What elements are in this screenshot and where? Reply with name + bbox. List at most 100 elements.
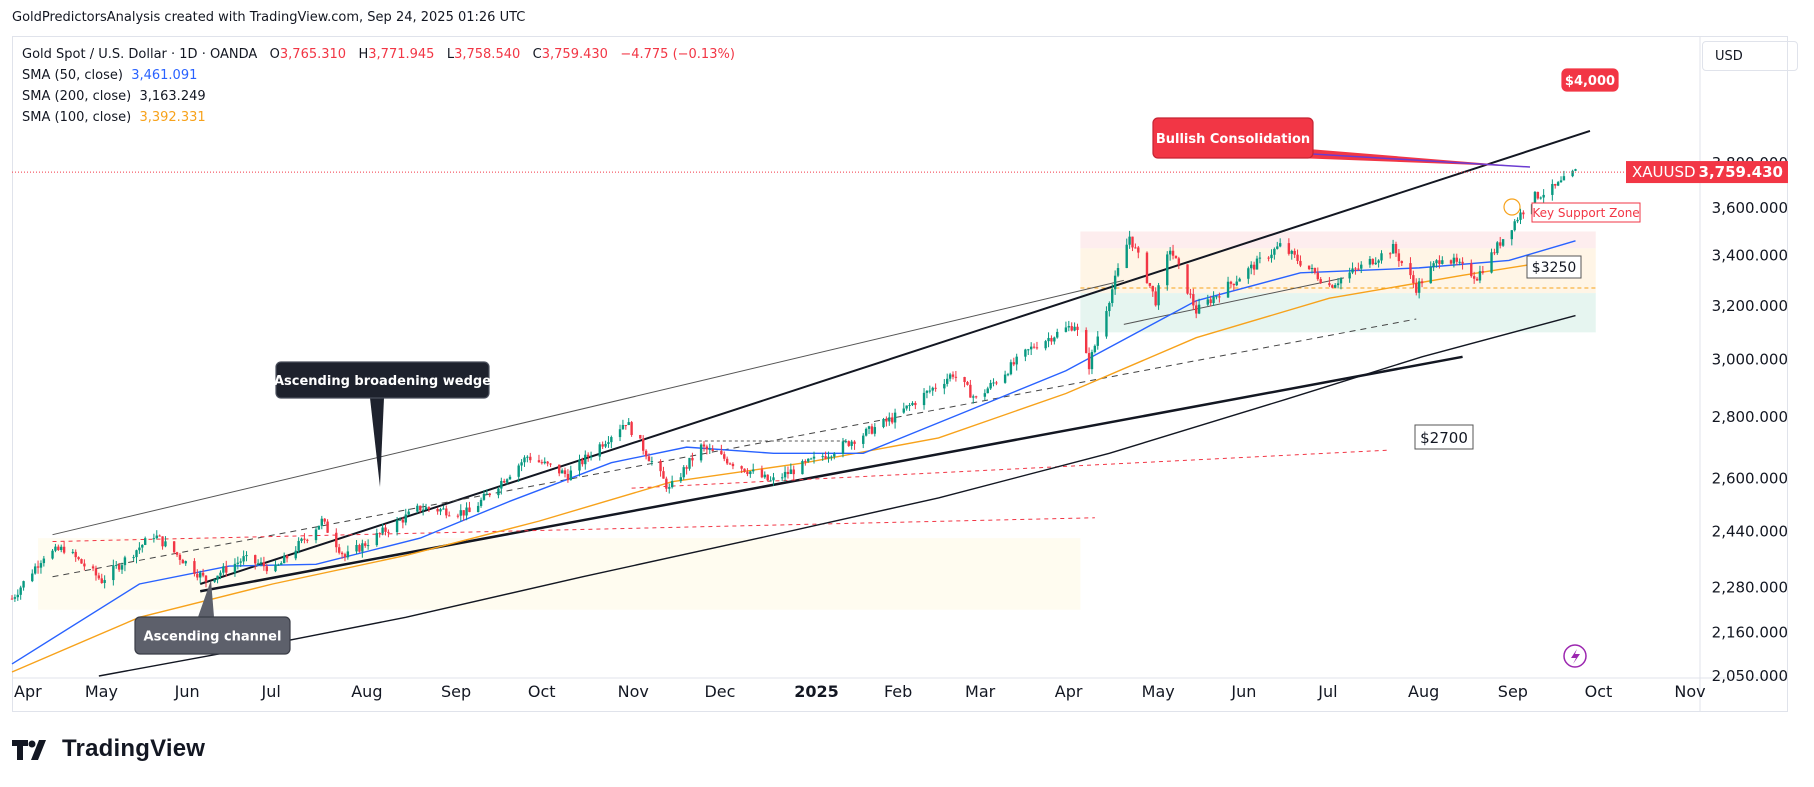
candle-body [10,598,14,600]
candle-body [1148,282,1152,286]
candle-body [1551,183,1554,195]
candle-body [112,565,115,581]
candle-body [1111,289,1114,304]
label-3250-text: $3250 [1532,260,1577,276]
label-bullish-consolidation-text: Bullish Consolidation [1156,132,1310,147]
candle-body [456,515,460,517]
candle-body [1493,252,1496,254]
candle-body [670,481,674,488]
candle-body [679,477,683,482]
legend-sma100-row[interactable]: SMA (100, close) 3,392.331 [22,107,735,128]
candle-body [1542,194,1545,198]
candle-body [479,499,483,506]
candle-body [259,562,263,564]
candle-body [870,426,874,434]
candle-body [1032,346,1036,348]
candle-body [164,541,167,547]
candle-body [1539,197,1542,199]
candle-body [1380,253,1383,261]
candle-body [337,547,341,553]
candle-body [1070,326,1073,331]
candle-body [1516,219,1519,222]
legend-sma50-value: 3,461.091 [131,68,198,83]
x-tick-label: Nov [1674,682,1705,701]
candle-body [682,467,685,478]
candle-body [963,377,966,383]
candle-body [1105,311,1108,337]
candle-body [407,511,410,515]
candle-body [488,493,491,496]
candle-body [285,555,289,559]
y-tick-label: 2,600.000 [1712,469,1788,487]
candle-body [1154,291,1157,306]
candle-body [1397,253,1401,262]
candle-body [789,469,793,475]
candle-body [1053,337,1056,342]
channel-label-pointer [198,580,214,617]
candle-body [1232,283,1236,286]
candle-body [1134,247,1137,249]
legend-low-label: L [446,47,455,62]
candle-body [239,561,242,563]
candle-body [699,444,703,461]
tradingview-brand-text: TradingView [62,735,206,762]
currency-selector[interactable]: USD [1702,41,1798,71]
candle-body [1131,236,1134,248]
legend-sma50-row[interactable]: SMA (50, close) 3,461.091 [22,65,735,86]
candle-body [1287,243,1291,254]
candle-body [33,566,37,574]
candle-body [1368,258,1372,265]
x-tick-label: Feb [884,682,912,701]
candle-body [1212,296,1215,304]
candle-body [954,376,958,378]
candle-body [746,471,749,475]
x-tick-label: May [85,682,118,701]
candle-body [1157,285,1160,306]
x-tick-label: Oct [528,682,556,701]
candle-body [1087,353,1091,370]
candle-body [1197,304,1201,314]
candle-body [320,518,324,526]
candle-body [1354,268,1357,270]
candle-body [691,457,694,461]
candle-body [358,544,361,552]
candle-body [928,390,932,392]
candle-body [39,563,43,568]
candle-body [468,507,471,513]
candle-body [752,469,755,472]
candle-body [364,543,367,546]
y-tick-label: 2,800.000 [1712,408,1788,426]
candle-body [1235,281,1238,286]
legend-sma200-row[interactable]: SMA (200, close) 3,163.249 [22,86,735,107]
candle-body [1455,257,1458,262]
channel-dashed-line [52,318,1417,578]
candle-body [890,417,894,423]
candle-body [1351,268,1354,273]
candle-body [117,564,121,570]
candle-body [925,390,929,393]
candle-body [1151,285,1154,292]
x-tick-label: Aug [1408,682,1439,701]
candle-body [213,579,216,582]
candle-body [569,470,573,481]
candle-body [100,578,103,584]
candle-body [1417,281,1421,293]
candle-body [1316,272,1320,280]
candle-body [340,552,344,555]
chart-legend: Gold Spot / U.S. Dollar · 1D · OANDA O3,… [22,44,735,128]
candle-body [1472,276,1476,279]
candle-body [1270,254,1273,259]
candle-body [986,388,989,394]
candle-body [641,438,645,451]
candle-body [80,559,83,564]
candle-body [1429,267,1432,284]
candle-body [520,462,523,466]
candle-body [1125,244,1128,269]
tradingview-logo[interactable]: TradingView [12,735,205,763]
candle-body [644,450,648,457]
candle-body [668,487,671,489]
candle-body [566,473,570,481]
candle-body [503,480,506,483]
candle-body [969,384,972,398]
